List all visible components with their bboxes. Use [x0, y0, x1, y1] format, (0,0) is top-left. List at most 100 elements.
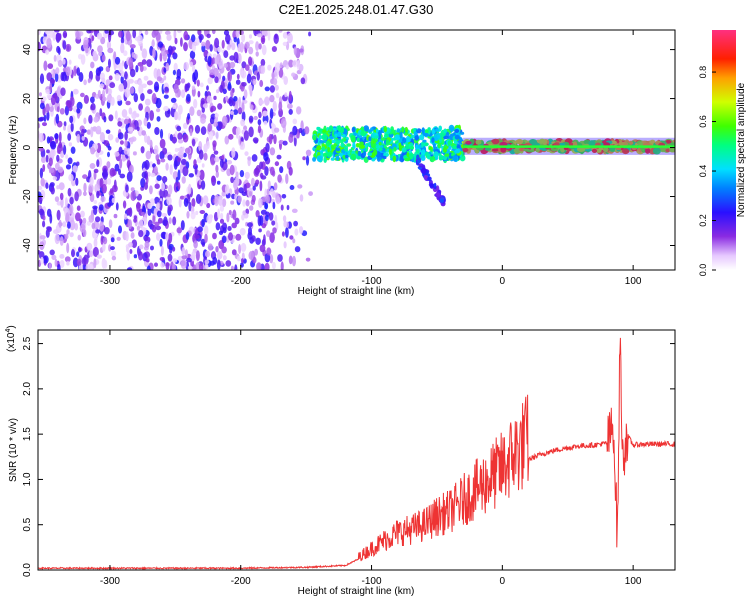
spectrogram-cell — [375, 144, 381, 150]
spectrogram-cell — [259, 79, 264, 88]
spectrogram-cell — [356, 137, 360, 142]
spectrogram-cell — [266, 247, 272, 256]
spectrogram-cell — [157, 217, 163, 224]
spectrogram-cell — [154, 221, 160, 227]
spectrogram-cell — [141, 130, 146, 136]
spectrogram-cell — [391, 137, 395, 141]
spectrogram-cell — [240, 118, 246, 127]
spectrogram-cell — [88, 70, 93, 81]
spectrogram-cell — [86, 129, 92, 135]
spectrogram-cell — [299, 48, 304, 53]
spectrogram-cell — [147, 202, 153, 210]
spectrogram-cell — [184, 147, 191, 154]
spectrogram-cell — [454, 148, 461, 154]
spectrogram-cell — [223, 63, 228, 68]
spectrogram-cell — [38, 132, 44, 143]
spectrogram-cell — [413, 131, 417, 136]
spectrogram-cell — [197, 30, 202, 36]
spectrogram-cell — [62, 30, 68, 39]
spectrogram-cell — [119, 158, 123, 169]
spectrogram-cell — [118, 30, 123, 38]
spectrogram-cell — [93, 170, 97, 180]
spectrogram-cell — [41, 156, 46, 163]
svg-text:(x104): (x104) — [5, 325, 17, 352]
spectrogram-cell — [42, 122, 47, 127]
spectrogram-cell — [156, 232, 161, 241]
spectrogram-cell — [210, 157, 216, 166]
spectrogram-cell — [447, 140, 452, 147]
spectrogram-cell — [165, 262, 170, 270]
spectrogram-cell — [126, 250, 130, 261]
x-tick-label: -200 — [231, 576, 251, 587]
spectrogram-cell — [76, 108, 81, 114]
spectrogram-cell — [293, 136, 297, 147]
spectrogram-cell — [194, 165, 198, 175]
spectrogram-cell — [373, 138, 378, 143]
spectrogram-cell — [207, 55, 212, 66]
spectrogram-cell — [183, 197, 189, 207]
spectrogram-cell — [56, 106, 60, 113]
spectrogram-cell — [108, 58, 111, 68]
spectrogram-cell — [319, 140, 324, 144]
spectrogram-cell — [197, 226, 203, 233]
spectrogram-cell — [300, 77, 306, 85]
spectrogram-cell — [40, 256, 44, 265]
spectrogram-cell — [237, 108, 242, 113]
spectrogram-cell — [99, 177, 104, 189]
spectrogram-cell — [255, 179, 260, 185]
spectrogram-cell — [409, 146, 414, 150]
spectrogram-cell — [235, 30, 240, 38]
spectrogram-cell — [83, 79, 87, 86]
spectrogram-cell — [114, 56, 121, 65]
spectrogram-cell — [257, 125, 262, 134]
spectrogram-cell — [267, 180, 271, 190]
colorbar-tick-label: 0.8 — [698, 66, 708, 79]
spectrogram-cell — [100, 235, 104, 246]
spectrogram-cell — [266, 188, 270, 196]
spectrogram-cell — [153, 145, 159, 156]
spectrogram-cell — [42, 255, 49, 264]
spectrogram-cell — [288, 59, 294, 68]
spectrogram-cell — [200, 97, 205, 105]
spectrogram-cell — [282, 32, 288, 39]
spectrogram-cell — [123, 213, 128, 220]
spectrogram-cell — [213, 150, 219, 155]
snr-panel: -300 -200 -100 0 100 0.0 0.5 1.0 1.5 2.0 2.5 Heig… — [5, 325, 676, 597]
spectrogram-cell — [106, 161, 111, 169]
spectrogram-cell — [63, 125, 66, 131]
spectrogram-cell — [212, 140, 217, 148]
x-tick-label: 100 — [625, 576, 642, 587]
spectrogram-cell — [108, 75, 113, 81]
spectrogram-cell — [308, 31, 312, 37]
spectrogram-cell — [198, 149, 204, 160]
spectrogram-cell — [252, 78, 257, 86]
spectrogram-cell — [138, 230, 144, 238]
spectrogram-cell — [465, 140, 472, 145]
spectrogram-cell — [94, 30, 98, 33]
spectrogram-cell — [363, 150, 367, 157]
spectrogram-cell — [233, 96, 238, 102]
spectrogram-cell — [49, 213, 53, 224]
spectrogram-cell — [189, 128, 193, 137]
spectrogram-cell — [172, 216, 177, 226]
spectrogram-cell — [59, 108, 65, 115]
spectrogram-cell — [156, 159, 161, 165]
spectrogram-cell — [404, 157, 410, 162]
spectrogram-cell — [98, 66, 104, 72]
spectrogram-cell — [383, 133, 389, 138]
spectrogram-cell — [91, 222, 96, 230]
spectrogram-cell — [166, 196, 172, 206]
spectrogram-cell — [272, 78, 278, 86]
spectrogram-cell — [224, 135, 230, 145]
spectrogram-cell — [76, 161, 80, 166]
spectrogram-cell — [66, 261, 70, 266]
spectrogram-cell — [83, 117, 87, 125]
spectrogram-cell — [82, 39, 89, 51]
spectrogram-cell — [193, 98, 198, 109]
spectrogram-cell — [99, 204, 104, 211]
spectrogram-cell — [412, 128, 416, 132]
y-tick-label: 2.5 — [22, 336, 33, 350]
spectrogram-cell — [74, 191, 79, 202]
spectrogram-y-ticks: -40 -20 0 20 40 — [22, 44, 675, 253]
